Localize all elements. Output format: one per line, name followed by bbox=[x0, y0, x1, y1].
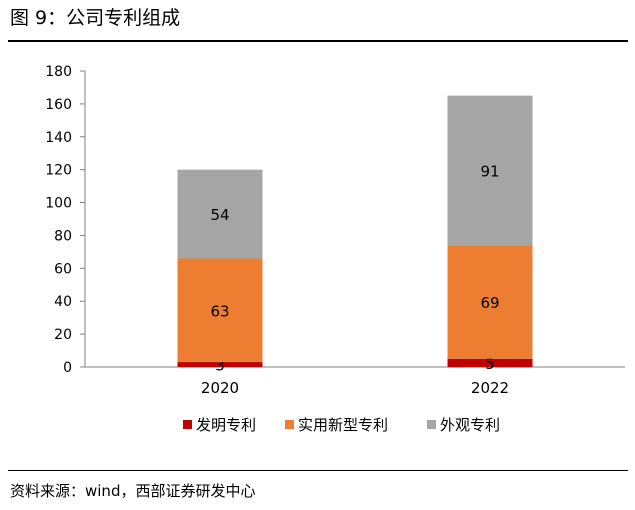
bar-segment bbox=[177, 169, 263, 259]
y-tick-label: 100 bbox=[45, 196, 72, 212]
source-note: 资料来源：wind，西部证券研发中心 bbox=[10, 482, 256, 500]
source-rule bbox=[8, 470, 628, 471]
figure-title: 图 9：公司专利组成 bbox=[10, 7, 181, 29]
legend-swatch bbox=[285, 420, 294, 429]
legend-label: 外观专利 bbox=[440, 416, 500, 434]
bar-segment bbox=[447, 358, 533, 367]
title-rule bbox=[8, 40, 628, 42]
data-label: 5 bbox=[485, 355, 495, 373]
bar-segment bbox=[177, 258, 263, 363]
bar-segment bbox=[177, 362, 263, 367]
data-label: 91 bbox=[480, 162, 499, 180]
data-label: 54 bbox=[210, 206, 229, 224]
legend-label: 实用新型专利 bbox=[298, 416, 388, 434]
legend-swatch bbox=[427, 420, 436, 429]
y-tick-label: 40 bbox=[54, 294, 72, 310]
data-label: 3 bbox=[215, 357, 225, 375]
legend-swatch bbox=[183, 420, 192, 429]
y-tick-label: 60 bbox=[54, 261, 72, 277]
data-label: 69 bbox=[480, 294, 499, 312]
x-tick-label: 2020 bbox=[201, 379, 239, 397]
bar-segment bbox=[447, 95, 533, 246]
bar-segment bbox=[447, 245, 533, 359]
data-label: 63 bbox=[210, 302, 229, 320]
y-tick-label: 80 bbox=[54, 228, 72, 244]
stacked-bar-chart: 0 20 40 60 80 100 120 140 160 180 3 63 54 2020 5 69 91 20… bbox=[45, 64, 625, 434]
y-tick-label: 160 bbox=[45, 97, 72, 113]
y-tick-label: 0 bbox=[63, 360, 72, 376]
y-tick-label: 140 bbox=[45, 130, 72, 146]
legend-label: 发明专利 bbox=[196, 416, 256, 434]
y-tick-label: 120 bbox=[45, 163, 72, 179]
y-tick-label: 20 bbox=[54, 327, 72, 343]
y-tick-label: 180 bbox=[45, 64, 72, 80]
x-tick-label: 2022 bbox=[471, 379, 509, 397]
